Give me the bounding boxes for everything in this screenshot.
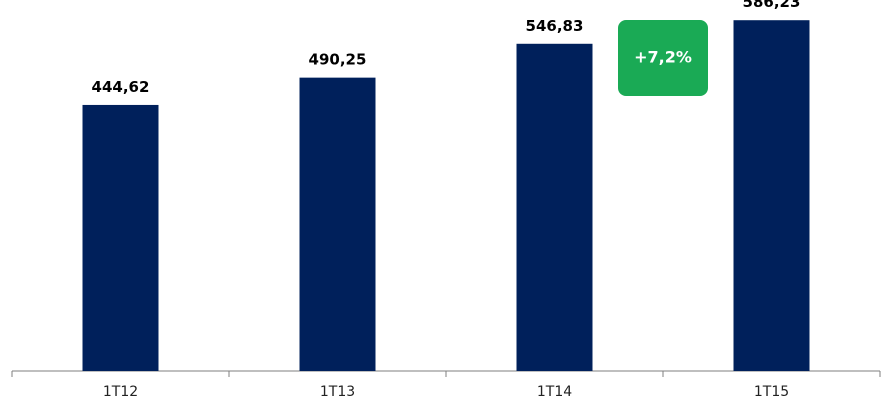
bar-1t12: [82, 104, 159, 371]
data-label-1t14: 546,83: [526, 17, 584, 35]
growth-badge-label: +7,2%: [634, 48, 692, 67]
bar-1t13: [299, 77, 376, 372]
growth-badge-background: [618, 20, 708, 96]
bar-1t14: [516, 43, 593, 371]
data-labels: 444,62 490,25 546,83 586,23: [92, 0, 801, 96]
x-tick-label-1t15: 1T15: [754, 384, 789, 400]
data-label-1t15: 586,23: [743, 0, 801, 11]
x-axis-ticks: [11, 371, 881, 377]
x-tick-label-1t14: 1T14: [537, 384, 572, 400]
x-tick-label-1t12: 1T12: [103, 384, 138, 400]
data-label-1t13: 490,25: [309, 51, 367, 69]
bar-1t15: [733, 20, 810, 372]
bar-series: [82, 20, 810, 372]
growth-badge: +7,2%: [618, 20, 708, 96]
data-label-1t12: 444,62: [92, 78, 150, 96]
x-tick-labels: 1T12 1T13 1T14 1T15: [103, 384, 789, 400]
x-tick-label-1t13: 1T13: [320, 384, 355, 400]
